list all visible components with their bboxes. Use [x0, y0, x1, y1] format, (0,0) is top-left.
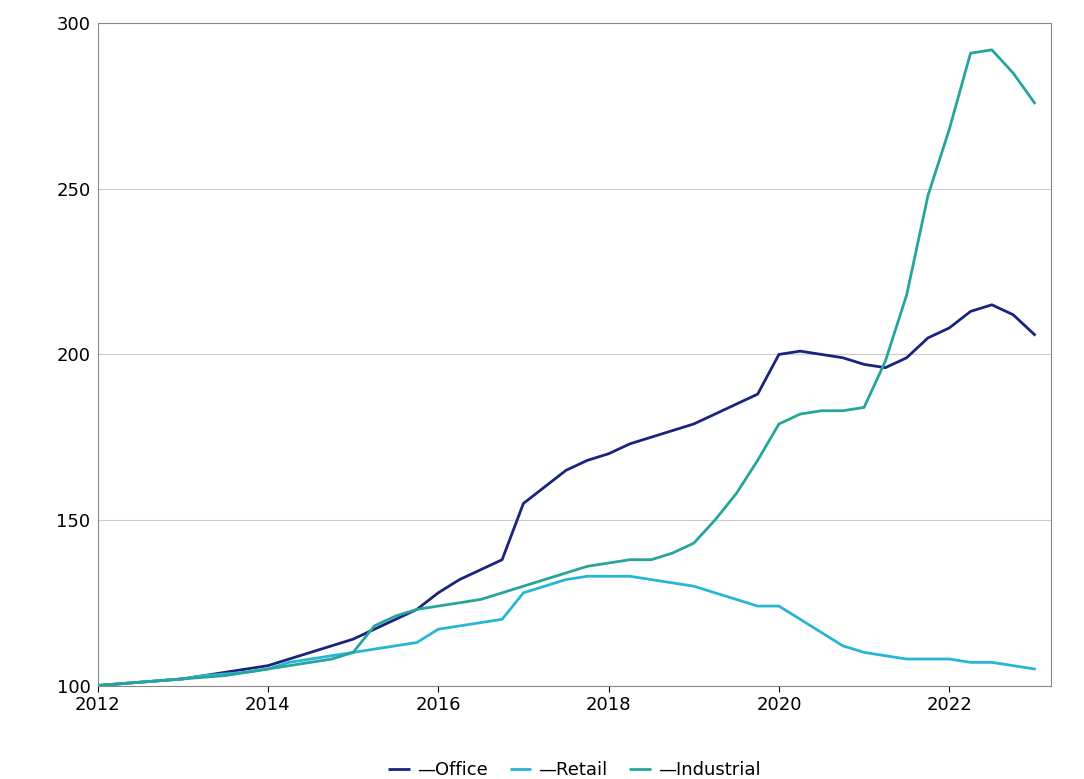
Legend: —Office, —Retail, —Industrial: —Office, —Retail, —Industrial	[380, 754, 769, 779]
